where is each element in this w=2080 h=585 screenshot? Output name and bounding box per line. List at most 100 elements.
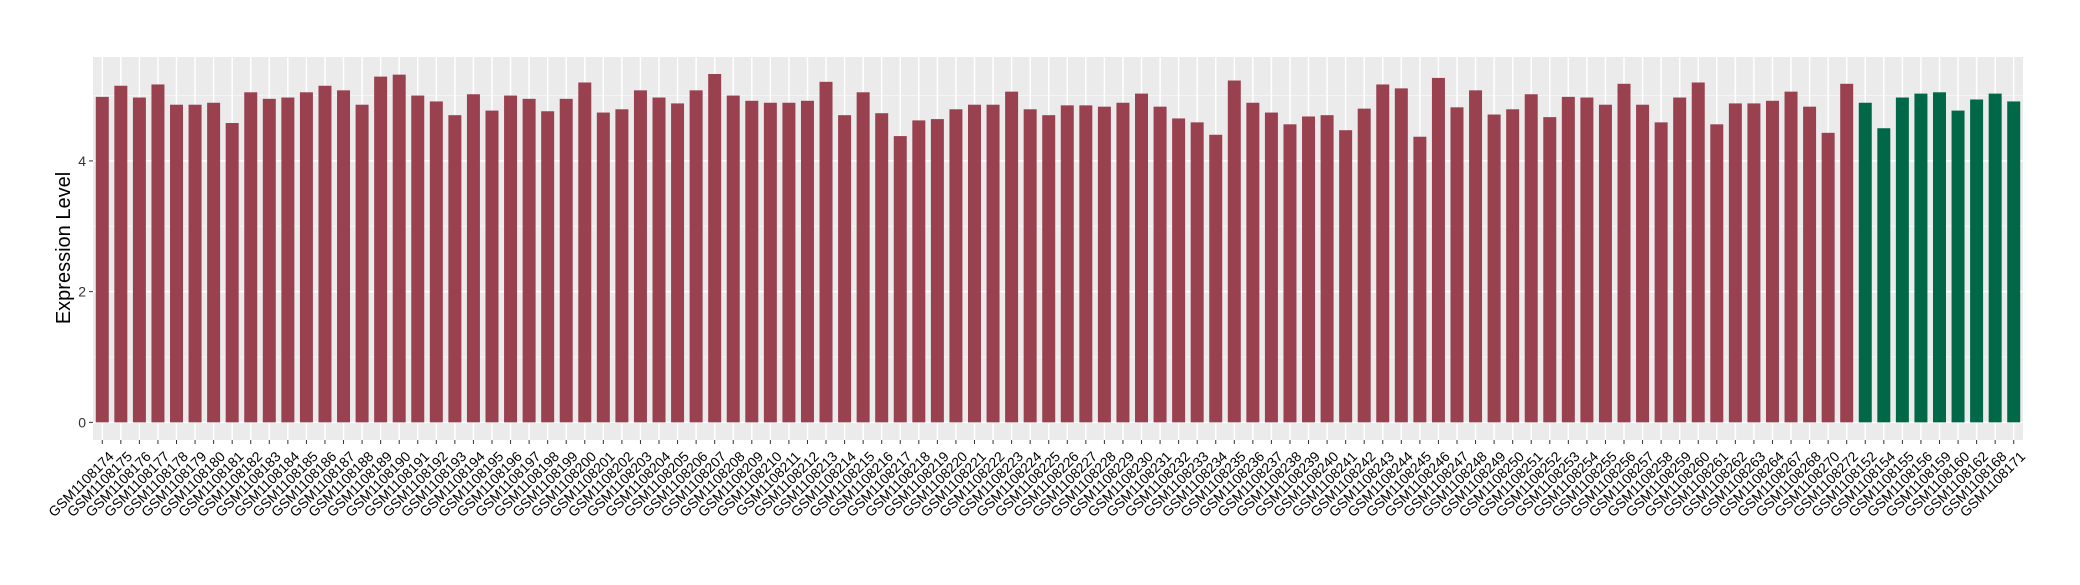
bar	[392, 74, 406, 423]
bar	[411, 95, 425, 423]
bar	[1951, 110, 1965, 423]
bar	[875, 113, 889, 423]
bar	[1598, 104, 1612, 423]
bar	[967, 104, 981, 423]
bar	[1469, 90, 1483, 423]
bar	[1821, 132, 1835, 423]
bar	[504, 95, 518, 423]
bar	[1357, 108, 1371, 423]
bar	[1691, 82, 1705, 423]
bar	[708, 73, 722, 423]
bar	[1339, 130, 1353, 423]
bar	[1543, 117, 1557, 423]
bar	[1858, 102, 1872, 423]
bar	[1172, 118, 1186, 423]
bar	[1246, 102, 1260, 423]
bar	[1450, 107, 1464, 423]
bar	[1394, 88, 1408, 423]
bar	[1561, 96, 1575, 423]
bar	[170, 104, 184, 423]
bar	[522, 98, 536, 423]
bar	[95, 96, 109, 423]
bar	[1784, 91, 1798, 423]
bar	[374, 76, 388, 423]
bar	[1636, 104, 1650, 423]
bar	[1116, 102, 1130, 423]
bar	[1803, 106, 1817, 423]
bar	[1487, 114, 1501, 423]
bar	[281, 97, 295, 423]
bar	[578, 82, 592, 423]
bar	[559, 98, 573, 423]
bar	[151, 84, 165, 423]
bar	[1135, 93, 1149, 423]
bar	[1617, 83, 1631, 423]
bar	[466, 94, 480, 423]
bar	[1506, 109, 1520, 423]
bar	[1060, 105, 1074, 423]
bar	[689, 90, 703, 423]
bar	[1190, 122, 1204, 423]
y-tick-label: 4	[78, 153, 86, 169]
bar	[1747, 103, 1761, 423]
bar	[1914, 93, 1928, 423]
bar	[1264, 112, 1278, 423]
bar	[1209, 134, 1223, 423]
bar	[1023, 109, 1037, 423]
bar	[596, 112, 610, 423]
bar	[114, 85, 128, 423]
bar	[225, 123, 239, 423]
bar	[485, 110, 499, 423]
bar	[671, 103, 685, 423]
bar	[1580, 97, 1594, 423]
bar	[1431, 77, 1445, 423]
bar	[1840, 83, 1854, 423]
bar	[615, 109, 629, 423]
bar	[299, 92, 313, 423]
bar	[949, 109, 963, 423]
bar	[1227, 80, 1241, 423]
bar	[1042, 115, 1056, 423]
bar	[782, 102, 796, 423]
bar	[188, 104, 202, 423]
bar	[1970, 99, 1984, 423]
bar	[318, 85, 332, 423]
bar	[930, 119, 944, 423]
bar	[1302, 116, 1316, 423]
bar	[244, 92, 258, 423]
bar	[1988, 93, 2002, 423]
y-tick-label: 0	[78, 414, 86, 430]
bar	[1005, 91, 1019, 423]
bar	[1932, 92, 1946, 423]
bar	[726, 95, 740, 423]
y-axis: 0 2 4	[78, 153, 93, 430]
bar	[800, 100, 814, 423]
bar	[1283, 124, 1297, 423]
bar	[893, 136, 907, 423]
bar	[207, 102, 221, 423]
bar	[763, 102, 777, 423]
bar	[337, 90, 351, 423]
y-tick-label: 2	[78, 284, 86, 300]
bar	[1524, 94, 1538, 423]
bar	[2007, 101, 2021, 423]
bar	[1320, 115, 1334, 423]
bar	[633, 90, 647, 423]
bar	[1079, 105, 1093, 423]
bar	[1728, 103, 1742, 423]
bar	[1097, 106, 1111, 423]
bar	[541, 111, 555, 423]
bar	[1877, 128, 1891, 423]
bar	[1153, 106, 1167, 423]
bar	[1710, 124, 1724, 423]
bar	[856, 92, 870, 423]
bar	[355, 104, 369, 423]
bar	[745, 100, 759, 423]
bar	[1895, 97, 1909, 423]
bar	[819, 81, 833, 423]
bar	[448, 115, 462, 423]
bar	[1413, 136, 1427, 423]
bars	[95, 73, 2021, 423]
bar	[912, 120, 926, 423]
